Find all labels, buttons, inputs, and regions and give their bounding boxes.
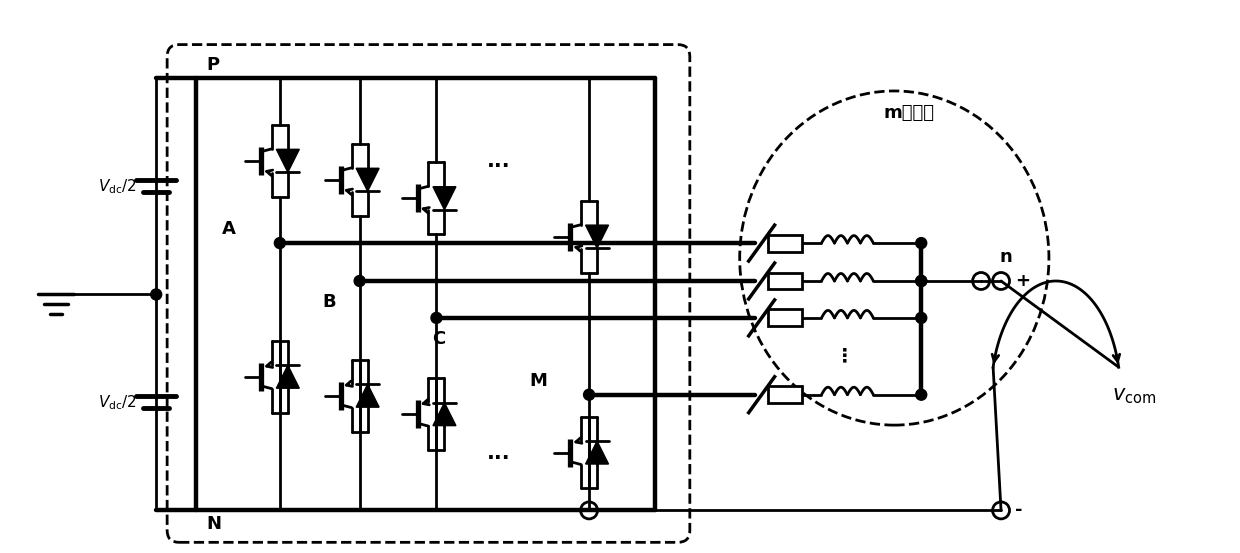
Text: $V_{\rm dc}/2$: $V_{\rm dc}/2$ bbox=[98, 393, 136, 412]
Text: ...: ... bbox=[487, 151, 511, 171]
Text: P: P bbox=[206, 55, 219, 74]
Polygon shape bbox=[277, 366, 299, 388]
Circle shape bbox=[916, 238, 926, 248]
Text: B: B bbox=[322, 293, 336, 311]
Bar bbox=[768, 310, 801, 326]
Circle shape bbox=[355, 275, 365, 286]
Circle shape bbox=[432, 312, 441, 324]
Circle shape bbox=[151, 289, 161, 300]
Text: ⋮: ⋮ bbox=[835, 347, 854, 366]
Circle shape bbox=[584, 389, 594, 400]
Polygon shape bbox=[356, 384, 379, 407]
Polygon shape bbox=[277, 149, 299, 173]
Text: +: + bbox=[1016, 272, 1030, 290]
Text: m相电机: m相电机 bbox=[884, 105, 935, 122]
Text: -: - bbox=[1016, 502, 1023, 519]
Text: n: n bbox=[999, 248, 1012, 266]
Bar bbox=[768, 386, 801, 403]
Circle shape bbox=[916, 312, 926, 324]
Text: C: C bbox=[433, 330, 445, 348]
Polygon shape bbox=[433, 187, 456, 210]
Polygon shape bbox=[585, 225, 609, 248]
Polygon shape bbox=[433, 403, 456, 426]
Polygon shape bbox=[356, 168, 379, 191]
Text: N: N bbox=[206, 515, 221, 534]
Text: ...: ... bbox=[487, 442, 511, 462]
Circle shape bbox=[916, 389, 926, 400]
Text: $V_{\rm dc}/2$: $V_{\rm dc}/2$ bbox=[98, 177, 136, 196]
Text: M: M bbox=[529, 372, 547, 390]
Circle shape bbox=[916, 275, 926, 286]
Circle shape bbox=[274, 238, 285, 248]
Text: $\mathit{v}_{\rm com}$: $\mathit{v}_{\rm com}$ bbox=[1111, 385, 1156, 406]
Circle shape bbox=[916, 275, 926, 286]
Polygon shape bbox=[585, 441, 609, 464]
Bar bbox=[768, 273, 801, 289]
Bar bbox=[768, 234, 801, 252]
Text: A: A bbox=[222, 220, 236, 238]
